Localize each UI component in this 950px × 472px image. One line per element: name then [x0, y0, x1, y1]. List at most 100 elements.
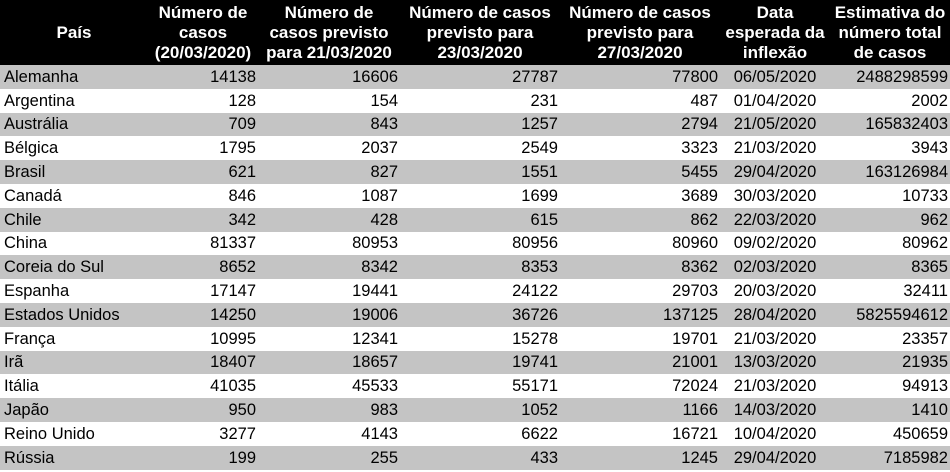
table-row: Irã 18407 18657 19741 21001 13/03/2020 21935: [0, 350, 950, 375]
cell-cases-20-03: 709: [148, 112, 258, 137]
table-row: Austrália 709 843 1257 2794 21/05/2020 1658324…: [0, 112, 950, 137]
table-row: Reino Unido 3277 4143 6622 16721 10/04/2020 45…: [0, 421, 950, 446]
cell-inflection-date: 21/05/2020: [720, 112, 830, 137]
cell-inflection-date: 28/04/2020: [720, 302, 830, 327]
cell-cases-20-03: 342: [148, 207, 258, 232]
cell-forecast-27-03: 77800: [560, 65, 720, 89]
cell-inflection-date: 21/03/2020: [720, 136, 830, 161]
cell-total-estimate: 10733: [830, 183, 950, 208]
header-forecast-23-03: Número de casos previsto para 23/03/2020: [400, 0, 560, 65]
table-row: Canadá 846 1087 1699 3689 30/03/2020 10733: [0, 183, 950, 208]
cell-forecast-21-03: 827: [258, 160, 400, 184]
cell-total-estimate: 1410: [830, 398, 950, 422]
table-row: França 10995 12341 15278 19701 21/03/2020 2335…: [0, 326, 950, 351]
cell-total-estimate: 94913: [830, 374, 950, 399]
cell-forecast-23-03: 19741: [400, 350, 560, 375]
cell-forecast-21-03: 18657: [258, 350, 400, 375]
cell-forecast-23-03: 36726: [400, 302, 560, 327]
cell-forecast-27-03: 72024: [560, 374, 720, 399]
header-total-estimate: Estimativa do número total de casos: [830, 0, 950, 65]
cell-country: Reino Unido: [0, 421, 148, 446]
cell-forecast-21-03: 255: [258, 445, 400, 470]
cell-forecast-27-03: 137125: [560, 302, 720, 327]
cell-cases-20-03: 18407: [148, 350, 258, 375]
cell-cases-20-03: 14250: [148, 302, 258, 327]
cell-inflection-date: 01/04/2020: [720, 88, 830, 113]
table-row: Alemanha 14138 16606 27787 77800 06/05/2020 24…: [0, 65, 950, 89]
cell-forecast-21-03: 8342: [258, 255, 400, 280]
header-forecast-21-03: Número de casos previsto para 21/03/2020: [258, 0, 400, 65]
cell-inflection-date: 21/03/2020: [720, 326, 830, 351]
cell-cases-20-03: 950: [148, 398, 258, 422]
cell-country: Chile: [0, 207, 148, 232]
cell-forecast-21-03: 45533: [258, 374, 400, 399]
cell-forecast-23-03: 433: [400, 445, 560, 470]
table-body: Alemanha 14138 16606 27787 77800 06/05/2020 24…: [0, 65, 950, 470]
cell-forecast-27-03: 3323: [560, 136, 720, 161]
header-forecast-27-03: Número de casos previsto para 27/03/2020: [560, 0, 720, 65]
cell-cases-20-03: 128: [148, 88, 258, 113]
cell-cases-20-03: 846: [148, 183, 258, 208]
table-row: Chile 342 428 615 862 22/03/2020 962: [0, 207, 950, 232]
cell-inflection-date: 30/03/2020: [720, 183, 830, 208]
table-row: Itália 41035 45533 55171 72024 21/03/2020 9491…: [0, 374, 950, 399]
header-inflection-date: Data esperada da inflexão: [720, 0, 830, 65]
table-row: Brasil 621 827 1551 5455 29/04/2020 163126984: [0, 160, 950, 184]
cell-country: Brasil: [0, 160, 148, 184]
cell-forecast-21-03: 12341: [258, 326, 400, 351]
cell-total-estimate: 962: [830, 207, 950, 232]
cell-cases-20-03: 41035: [148, 374, 258, 399]
cell-forecast-27-03: 29703: [560, 279, 720, 303]
cell-forecast-23-03: 8353: [400, 255, 560, 280]
cell-country: Espanha: [0, 279, 148, 303]
cell-forecast-23-03: 1551: [400, 160, 560, 184]
cell-country: Japão: [0, 398, 148, 422]
cell-total-estimate: 165832403: [830, 112, 950, 137]
cell-forecast-27-03: 5455: [560, 160, 720, 184]
cell-cases-20-03: 14138: [148, 65, 258, 89]
cell-total-estimate: 450659: [830, 421, 950, 446]
cell-forecast-27-03: 487: [560, 88, 720, 113]
cell-forecast-27-03: 8362: [560, 255, 720, 280]
cell-inflection-date: 22/03/2020: [720, 207, 830, 232]
cell-inflection-date: 20/03/2020: [720, 279, 830, 303]
cell-forecast-21-03: 16606: [258, 65, 400, 89]
cell-forecast-27-03: 1245: [560, 445, 720, 470]
table-row: Argentina 128 154 231 487 01/04/2020 2002: [0, 88, 950, 113]
cell-forecast-27-03: 862: [560, 207, 720, 232]
cell-forecast-27-03: 2794: [560, 112, 720, 137]
cell-total-estimate: 32411: [830, 279, 950, 303]
cell-country: Argentina: [0, 88, 148, 113]
cell-country: China: [0, 231, 148, 256]
cell-cases-20-03: 1795: [148, 136, 258, 161]
cell-total-estimate: 80962: [830, 231, 950, 256]
table-row: Estados Unidos 14250 19006 36726 137125 28/04…: [0, 302, 950, 327]
cell-forecast-23-03: 15278: [400, 326, 560, 351]
cell-total-estimate: 7185982: [830, 445, 950, 470]
cell-total-estimate: 21935: [830, 350, 950, 375]
cell-forecast-23-03: 24122: [400, 279, 560, 303]
cell-cases-20-03: 3277: [148, 421, 258, 446]
cell-forecast-23-03: 6622: [400, 421, 560, 446]
cell-country: Irã: [0, 350, 148, 375]
cell-forecast-27-03: 1166: [560, 398, 720, 422]
table-row: Rússia 199 255 433 1245 29/04/2020 7185982: [0, 445, 950, 470]
cell-total-estimate: 5825594612: [830, 302, 950, 327]
cell-cases-20-03: 81337: [148, 231, 258, 256]
cell-forecast-21-03: 2037: [258, 136, 400, 161]
cell-cases-20-03: 199: [148, 445, 258, 470]
cell-forecast-23-03: 615: [400, 207, 560, 232]
cell-inflection-date: 06/05/2020: [720, 65, 830, 89]
cell-forecast-23-03: 1052: [400, 398, 560, 422]
cell-forecast-21-03: 19441: [258, 279, 400, 303]
cell-country: Canadá: [0, 183, 148, 208]
header-row: País Número de casos (20/03/2020) Número…: [0, 0, 950, 65]
cell-total-estimate: 163126984: [830, 160, 950, 184]
cell-country: Itália: [0, 374, 148, 399]
cell-forecast-21-03: 983: [258, 398, 400, 422]
cell-inflection-date: 09/02/2020: [720, 231, 830, 256]
cell-forecast-27-03: 19701: [560, 326, 720, 351]
cell-inflection-date: 21/03/2020: [720, 374, 830, 399]
cell-inflection-date: 29/04/2020: [720, 445, 830, 470]
cell-country: França: [0, 326, 148, 351]
